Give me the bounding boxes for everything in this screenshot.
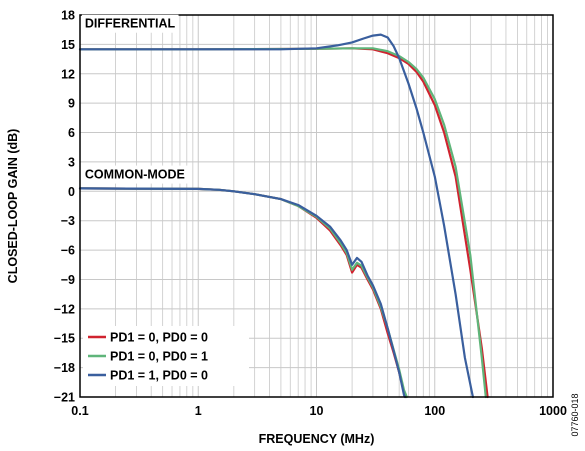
annotation-background [81,165,188,184]
y-tick-label: 9 [68,97,75,111]
legend-entry: PD1 = 1, PD0 = 0 [110,369,208,383]
y-axis-title: CLOSED-LOOP GAIN (dB) [6,129,20,284]
legend-background [83,326,249,386]
x-tick-label: 1 [195,404,202,418]
annotation-label: COMMON-MODE [85,168,185,182]
x-tick-label: 1000 [539,404,567,418]
y-tick-labels: 18 15 12 9 6 3 0 −3 −6 −9 −12 −15 −18 −21 [54,9,75,405]
y-tick-label: −18 [54,361,75,375]
x-tick-label: 0.1 [71,404,88,418]
series-line [78,47,487,399]
y-tick-label: −12 [54,302,75,316]
y-tick-label: −15 [54,332,75,346]
y-tick-label: −3 [61,214,75,228]
legend-entry: PD1 = 0, PD0 = 1 [110,350,208,364]
figure-id: 07760-018 [570,393,580,436]
annotation-label: DIFFERENTIAL [85,17,176,31]
y-tick-label: −21 [54,391,75,405]
y-tick-label: 12 [61,67,75,81]
plot-frame [79,14,554,398]
x-axis-title: FREQUENCY (MHz) [259,432,375,446]
y-tick-label: 18 [61,9,75,23]
annotations: DIFFERENTIAL COMMON-MODE [81,14,188,184]
x-tick-label: 100 [424,404,445,418]
y-tick-label: −6 [61,244,75,258]
x-tick-labels: 0.1 1 10 100 1000 [71,404,567,418]
grid [79,14,553,398]
series-lines [78,33,489,399]
y-tick-label: 6 [68,126,75,140]
y-tick-label: 0 [68,185,75,199]
series-line [78,187,407,399]
y-tick-label: −9 [61,273,75,287]
legend: PD1 = 0, PD0 = 0 PD1 = 0, PD0 = 1 PD1 = 1,… [83,326,249,386]
x-tick-label: 10 [310,404,324,418]
y-tick-label: 15 [61,38,75,52]
legend-entry: PD1 = 0, PD0 = 0 [110,331,208,345]
y-tick-label: 3 [68,155,75,169]
series-line [78,33,474,399]
annotation-background [81,14,179,33]
